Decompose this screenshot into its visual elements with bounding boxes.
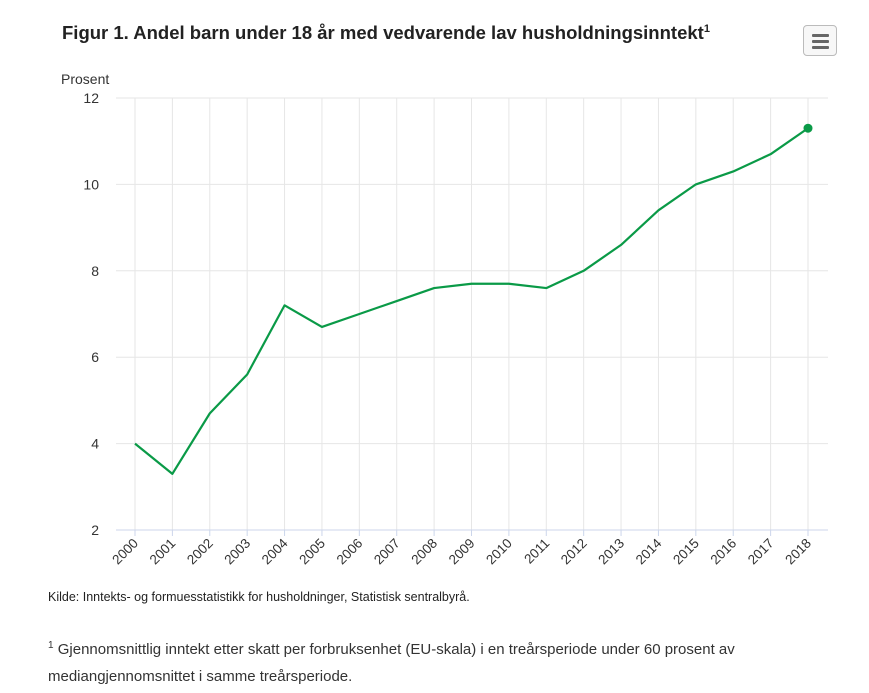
footnote: 1 Gjennomsnittlig inntekt etter skatt pe… bbox=[48, 632, 808, 690]
x-tick-label: 2010 bbox=[483, 536, 515, 568]
y-tick-label: 10 bbox=[83, 176, 99, 192]
data-point bbox=[803, 123, 813, 133]
chart-title-text: Figur 1. Andel barn under 18 år med vedv… bbox=[62, 22, 704, 43]
title-footnote-marker: 1 bbox=[703, 22, 710, 35]
x-tick-label: 2005 bbox=[296, 536, 328, 568]
x-tick-label: 2007 bbox=[371, 536, 403, 568]
x-tick-label: 2016 bbox=[707, 536, 739, 568]
x-tick-label: 2000 bbox=[109, 536, 141, 568]
series-line bbox=[134, 127, 809, 475]
x-tick-label: 2014 bbox=[633, 535, 665, 567]
y-tick-label: 8 bbox=[91, 263, 99, 279]
footnote-marker: 1 bbox=[48, 640, 54, 651]
x-tick-label: 2003 bbox=[221, 536, 253, 568]
x-tick-label: 2011 bbox=[521, 536, 552, 567]
x-tick-label: 2004 bbox=[259, 535, 291, 567]
x-tick-label: 2009 bbox=[446, 536, 478, 568]
x-tick-label: 2002 bbox=[184, 536, 216, 568]
x-tick-label: 2006 bbox=[334, 536, 366, 568]
y-tick-label: 12 bbox=[83, 90, 99, 106]
footnote-text: Gjennomsnittlig inntekt etter skatt per … bbox=[48, 641, 735, 685]
x-tick-label: 2018 bbox=[782, 536, 814, 568]
x-tick-label: 2017 bbox=[745, 536, 777, 568]
x-tick-label: 2013 bbox=[595, 536, 627, 568]
chart-title: Figur 1. Andel barn under 18 år med vedv… bbox=[62, 22, 710, 44]
hamburger-menu-icon[interactable] bbox=[803, 25, 837, 56]
y-tick-label: 4 bbox=[91, 436, 99, 452]
source-text: Kilde: Inntekts- og formuesstatistikk fo… bbox=[48, 590, 470, 604]
x-tick-label: 2012 bbox=[558, 536, 590, 568]
x-tick-label: 2008 bbox=[408, 536, 440, 568]
x-tick-label: 2015 bbox=[670, 536, 702, 568]
x-tick-label: 2001 bbox=[147, 536, 179, 568]
y-tick-label: 6 bbox=[91, 349, 99, 365]
y-axis-title: Prosent bbox=[61, 71, 109, 87]
y-tick-label: 2 bbox=[91, 522, 99, 538]
